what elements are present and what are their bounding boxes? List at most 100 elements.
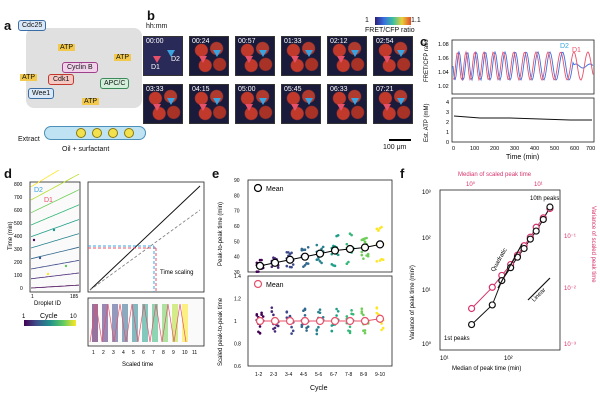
d-xlabel-left: Droplet ID (34, 301, 62, 307)
d2-marker (397, 98, 405, 105)
e-x-tick: 9-10 (375, 372, 385, 378)
e-top-dot (320, 247, 323, 251)
e-bottom-y-tick: 1.4 (234, 274, 241, 280)
e-bottom-dot (348, 329, 352, 333)
f-raw-point (546, 203, 554, 211)
e-top-dot (291, 263, 295, 266)
e-top-mean (270, 258, 280, 267)
d-cycle-label: Cycle (40, 313, 58, 320)
e-bottom-dot (318, 311, 322, 315)
d1-marker (383, 104, 391, 111)
panel-label-d: d (4, 166, 12, 181)
f-bottom-axis-label: Median of peak time (min) (452, 366, 521, 372)
d-y-tick: 500 (14, 221, 23, 227)
d2-marker (167, 98, 175, 105)
e-top-mean (375, 240, 385, 249)
e-bottom-dot (345, 315, 349, 318)
e-ticks: 1-2 2-3 3-4 4-5 5-6 6-7 7-8 8-9 9-10 90 80 70 60 50 40… (234, 178, 385, 378)
e-top-dot (318, 259, 322, 263)
e-top-y-tick: 80 (234, 193, 240, 199)
f-top-tick: 10⁰ (466, 181, 476, 188)
e-bottom-dot (255, 314, 259, 317)
e-x-tick: 4-5 (300, 372, 307, 378)
e-top-dot (305, 262, 308, 265)
e-top-dot (333, 264, 337, 268)
d1-marker (291, 104, 299, 111)
e-top-dot (285, 264, 289, 268)
c-d1-label: D1 (572, 47, 581, 54)
d-raster-line (30, 246, 80, 260)
e-top-dot (380, 225, 383, 229)
e-top-mean (285, 255, 295, 264)
e-bottom-dot (363, 329, 367, 332)
e-bottom-dot (273, 326, 277, 330)
d-scaling-axes (87, 181, 205, 293)
e-top-dot (303, 263, 307, 267)
e-top-dot (336, 234, 340, 237)
f-top-tick: 10¹ (534, 182, 543, 188)
e-bottom-dot (260, 311, 263, 315)
f-left-tick: 10² (422, 236, 431, 242)
e-top-dot (363, 237, 367, 240)
e-bottom-dot (381, 326, 385, 330)
f-left-tick: 10⁰ (422, 341, 432, 348)
d-y-tick: 0 (20, 286, 23, 292)
d-y-tick: 400 (14, 234, 23, 240)
e-legend-marker-top (253, 183, 263, 193)
c-xlabel: Time (min) (506, 154, 539, 161)
cyclinb-node: Cyclin B (62, 62, 98, 73)
e-bottom-mean (270, 316, 280, 326)
e-bottom-mean (300, 316, 310, 326)
d-x-tick: 2 (102, 350, 105, 356)
f-raw-point (520, 244, 528, 253)
e-top-dot (360, 250, 364, 254)
e-bottom-dot (270, 306, 274, 309)
d-cycle-max: 10 (70, 314, 77, 320)
f-raw-point (526, 235, 534, 243)
e-bottom-dot (303, 308, 307, 312)
f-linear-line (527, 277, 551, 301)
d-raster-dot (52, 228, 56, 232)
d-scaled-band (142, 304, 148, 342)
e-bottom-dot (290, 325, 293, 329)
d-y-tick: 100 (14, 273, 23, 279)
e-bottom-dot (380, 328, 383, 332)
droplet (108, 128, 118, 138)
d-y-tick: 700 (14, 195, 23, 201)
c-x-tick: 600 (570, 146, 579, 152)
colorbar-title: FRET/CFP ratio (365, 27, 415, 34)
e-bottom-mean (330, 316, 340, 326)
d-x-tick: 4 (122, 350, 125, 356)
e-top-dot (276, 266, 280, 269)
e-bottom-dot (261, 315, 265, 318)
e-bottom-dot (330, 329, 334, 333)
e-top-dot (360, 253, 364, 257)
e-bottom-dot (335, 307, 338, 311)
e-bottom-y-tick: 0.8 (234, 342, 241, 348)
e-top-mean (330, 246, 340, 255)
d-d1-label: D1 (44, 197, 53, 204)
d-x-tick: 8 (162, 350, 165, 356)
c-x-tick: 400 (530, 146, 539, 152)
d-raster-dot (64, 264, 68, 268)
c-x-tick: 500 (550, 146, 559, 152)
e-bottom-dot (272, 313, 275, 317)
e-x-tick: 5-6 (315, 372, 322, 378)
colorbar-max: 1.1 (411, 17, 421, 24)
e-top-dot (362, 257, 365, 260)
e-bottom-dot (380, 322, 383, 325)
d-scaling-dashed (89, 209, 201, 291)
c-bottom-tick: 0 (446, 140, 449, 146)
e-bottom-y-tick: 1.2 (234, 297, 241, 303)
e-top-dot (345, 262, 349, 265)
e-bottom-dot (315, 332, 319, 336)
panel-label-c: c (420, 34, 428, 49)
atp-label-2: ATP (114, 54, 132, 61)
d-x-ticks: 1 2 3 4 5 6 7 8 9 10 11 (92, 350, 197, 356)
d-cycle-min: 1 (22, 314, 26, 320)
e-bottom-dot (360, 310, 364, 313)
d-scaled-band (92, 304, 98, 342)
c-bottom-tick: 4 (446, 100, 449, 106)
f-right-tick: 10⁻³ (564, 342, 576, 348)
d1-marker (383, 56, 391, 63)
